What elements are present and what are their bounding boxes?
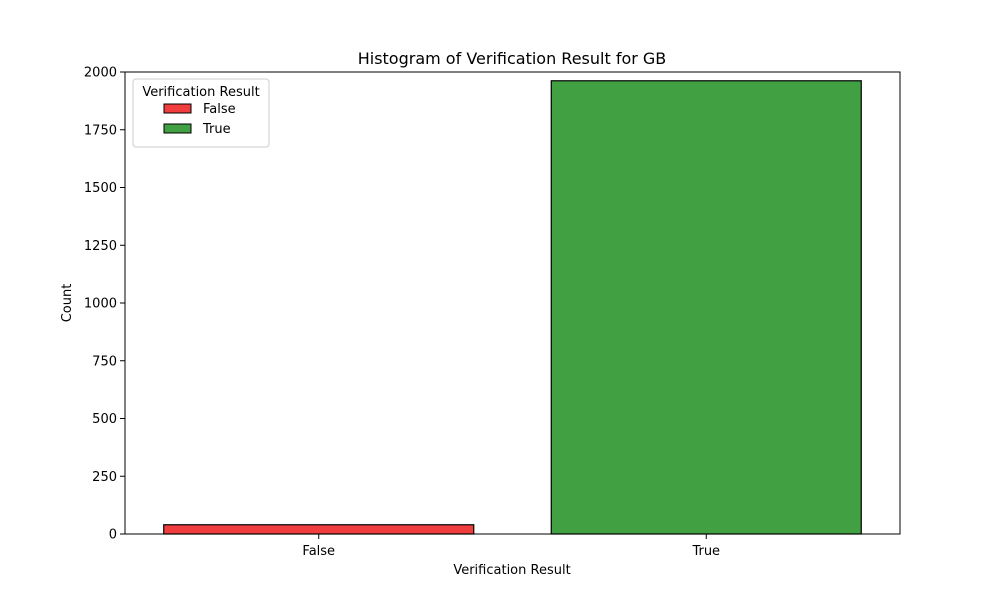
y-tick-label: 1500 xyxy=(84,181,117,196)
legend-swatch-true xyxy=(163,123,192,134)
y-tick-label: 1750 xyxy=(84,123,117,138)
legend-swatch-false xyxy=(163,103,192,114)
y-axis-title: Count xyxy=(60,284,75,323)
chart-title: Histogram of Verification Result for GB xyxy=(358,49,667,68)
x-axis-title: Verification Result xyxy=(453,563,570,578)
legend-title: Verification Result xyxy=(142,85,259,100)
x-tick-label-false: False xyxy=(302,544,335,559)
legend: Verification Result False True xyxy=(132,78,270,148)
bar-true xyxy=(550,80,862,535)
plot-area: 0 250 500 750 1000 1250 1500 1750 2000 False True xyxy=(84,66,901,559)
x-tick-label-true: True xyxy=(691,544,720,559)
legend-entry-false: False xyxy=(203,102,236,117)
y-tick-label: 1000 xyxy=(84,297,117,312)
legend-entry-true: True xyxy=(202,122,231,137)
y-tick-label: 2000 xyxy=(84,66,117,81)
y-tick-label: 0 xyxy=(109,528,117,543)
y-tick-label: 250 xyxy=(92,470,117,485)
y-tick-label: 1250 xyxy=(84,239,117,254)
y-tick-label: 750 xyxy=(92,354,117,369)
y-tick-label: 500 xyxy=(92,412,117,427)
bar-false xyxy=(163,524,475,535)
